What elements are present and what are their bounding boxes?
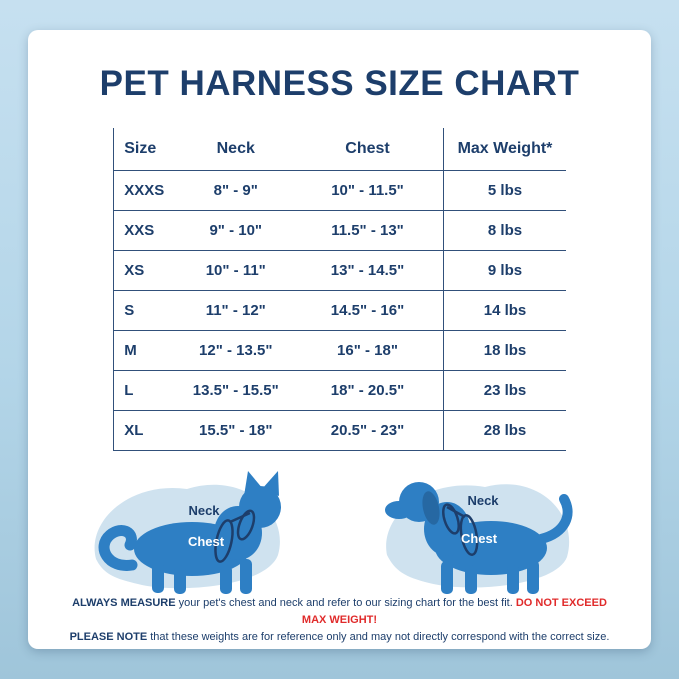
max-weight-cell: 18 lbs [443,330,566,371]
dog-ear [422,490,440,525]
neck-cell: 15.5" - 18" [179,410,292,451]
measure-instructions: your pet's chest and neck and refer to o… [175,596,516,609]
dog-back-strap [446,505,466,518]
column-header-max-weight: Max Weight* [443,128,566,171]
please-note-label: PLEASE NOTE [69,630,148,643]
dog-chest-label: Chest [461,531,498,546]
size-chart-table: Size Neck Chest Max Weight* XXXS 8" - 9"… [113,128,566,451]
table-row: XL 15.5" - 18" 20.5" - 23" 28 lbs [113,410,566,451]
measurement-diagrams: Neck Chest Neck Chest [54,463,625,595]
size-cell: XXXS [113,170,180,211]
max-weight-cell: 23 lbs [443,370,566,411]
cat-leg [219,564,232,594]
max-weight-cell: 9 lbs [443,250,566,291]
note-text: that these weights are for reference onl… [147,630,610,643]
chest-cell: 13" - 14.5" [291,250,444,291]
table-row: XXS 9" - 10" 11.5" - 13" 8 lbs [113,210,566,251]
neck-cell: 11" - 12" [179,290,292,331]
chest-cell: 11.5" - 13" [291,210,444,251]
neck-cell: 9" - 10" [179,210,292,251]
chest-cell: 14.5" - 16" [291,290,444,331]
always-measure-label: ALWAYS MEASURE [72,596,176,609]
cat-leg [151,560,164,593]
size-cell: XL [113,410,180,451]
dog-leg [507,564,520,594]
neck-cell: 13.5" - 15.5" [179,370,292,411]
size-cell: L [113,370,180,411]
table-row: M 12" - 13.5" 16" - 18" 18 lbs [113,330,566,371]
cat-neck-strap [236,508,255,541]
cat-leg [239,558,252,594]
neck-cell: 8" - 9" [179,170,292,211]
dog-leg [527,559,540,594]
page-title: PET HARNESS SIZE CHART [99,64,580,103]
cat-tail [98,524,138,571]
max-weight-cell: 5 lbs [443,170,566,211]
table-row: XS 10" - 11" 13" - 14.5" 9 lbs [113,250,566,291]
size-chart-card: PET HARNESS SIZE CHART Size Neck Chest M… [28,30,651,649]
max-weight-cell: 28 lbs [443,410,566,451]
column-header-chest: Chest [291,128,444,171]
dog-chest-strap [459,513,479,556]
footer-line-1: ALWAYS MEASURE your pet's chest and neck… [60,595,620,629]
cat-neck-label: Neck [188,503,220,518]
cat-chest-label: Chest [188,534,225,549]
max-weight-warning: DO NOT EXCEED MAX WEIGHT! [301,596,607,626]
neck-cell: 10" - 11" [179,250,292,291]
max-weight-cell: 8 lbs [443,210,566,251]
table-header-row: Size Neck Chest Max Weight* [113,128,566,171]
size-cell: M [113,330,180,371]
column-header-neck: Neck [179,128,292,171]
chest-cell: 16" - 18" [291,330,444,371]
size-cell: S [113,290,180,331]
cat-leg [173,564,186,594]
cat-back-strap [229,511,251,523]
footer-line-2: PLEASE NOTE that these weights are for r… [60,629,620,646]
max-weight-cell: 14 lbs [443,290,566,331]
chest-cell: 10" - 11.5" [291,170,444,211]
table-row: S 11" - 12" 14.5" - 16" 14 lbs [113,290,566,331]
size-cell: XS [113,250,180,291]
cat-head [238,485,281,528]
footer-note: ALWAYS MEASURE your pet's chest and neck… [60,595,620,646]
dog-leg [441,560,454,594]
column-header-size: Size [113,128,180,171]
table-row: XXXS 8" - 9" 10" - 11.5" 5 lbs [113,170,566,211]
dog-tail [536,493,573,544]
dog-illustration: Neck Chest [385,481,573,594]
cat-chest-strap [213,518,234,563]
cat-illustration: Neck Chest [94,470,281,594]
chest-cell: 18" - 20.5" [291,370,444,411]
chest-cell: 20.5" - 23" [291,410,444,451]
size-cell: XXS [113,210,180,251]
dog-neck-label: Neck [468,493,500,508]
neck-cell: 12" - 13.5" [179,330,292,371]
dog-leg [465,564,478,594]
table-row: L 13.5" - 15.5" 18" - 20.5" 23 lbs [113,370,566,411]
dog-neck-strap [442,502,461,535]
